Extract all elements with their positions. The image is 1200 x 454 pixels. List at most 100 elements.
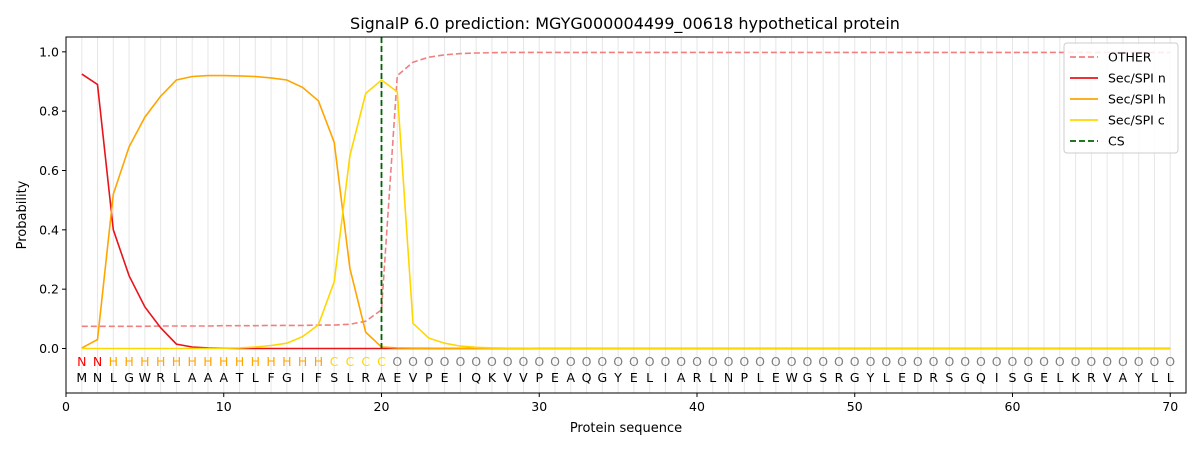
sequence-letter: P <box>425 370 433 385</box>
sequence-letter: I <box>459 370 463 385</box>
sequence-letter: L <box>883 370 890 385</box>
residue-label: C <box>346 354 355 369</box>
residue-label: O <box>802 354 812 369</box>
residue-label: O <box>960 354 970 369</box>
sequence-letter: I <box>664 370 668 385</box>
y-tick-label: 0.0 <box>39 341 59 356</box>
residue-label: O <box>1039 354 1049 369</box>
sequence-letter: G <box>850 370 860 385</box>
sequence-letter: E <box>551 370 559 385</box>
residue-label: O <box>1071 354 1081 369</box>
sequence-letter: L <box>646 370 653 385</box>
legend-entry: Sec/SPI c <box>1108 113 1165 128</box>
sequence-letter: Q <box>976 370 986 385</box>
sequence-letter: G <box>597 370 607 385</box>
residue-label: O <box>519 354 529 369</box>
sequence-letter: G <box>124 370 134 385</box>
x-axis-label: Protein sequence <box>570 421 682 436</box>
residue-label: O <box>661 354 671 369</box>
sequence-letter: Y <box>1134 370 1143 385</box>
axis-ticks: 0 10 20 30 40 50 60 70 0.0 0.2 0.4 0.6 0.8 1.0 <box>39 44 1178 414</box>
residue-label: H <box>282 354 291 369</box>
sequence-letter: N <box>93 370 102 385</box>
residue-label: O <box>881 354 891 369</box>
chart-title: SignalP 6.0 prediction: MGYG000004499_00… <box>350 14 900 34</box>
residue-label: O <box>755 354 765 369</box>
residue-label: H <box>187 354 196 369</box>
y-tick-label: 0.4 <box>39 222 59 237</box>
series-line-2 <box>81 74 1171 350</box>
sequence-letter: L <box>1167 370 1174 385</box>
sequence-letter: T <box>235 370 244 385</box>
sequence-letter: A <box>377 370 386 385</box>
residue-label: O <box>676 354 686 369</box>
sequence-letter: A <box>1119 370 1128 385</box>
residue-label: O <box>692 354 702 369</box>
sequence-letter: L <box>110 370 117 385</box>
residue-label: O <box>944 354 954 369</box>
residue-label: O <box>566 354 576 369</box>
sequence-letter: E <box>630 370 638 385</box>
residue-label: O <box>613 354 623 369</box>
sequence-letter: G <box>1023 370 1033 385</box>
residue-label: H <box>156 354 165 369</box>
residue-label: H <box>140 354 149 369</box>
plot-frame <box>65 36 1187 394</box>
sequence-letter: A <box>204 370 213 385</box>
sequence-letter: S <box>945 370 953 385</box>
residue-label: O <box>787 354 797 369</box>
residue-label: H <box>235 354 244 369</box>
sequence-letter: N <box>724 370 733 385</box>
sequence-letter: E <box>772 370 780 385</box>
sequence-letter: L <box>757 370 764 385</box>
y-tick-label: 0.8 <box>39 104 59 119</box>
sequence-letter: G <box>282 370 292 385</box>
x-tick-label: 40 <box>689 399 705 414</box>
sequence-letter: E <box>393 370 401 385</box>
legend-entry: Sec/SPI n <box>1108 71 1166 86</box>
sequence-letter: L <box>173 370 180 385</box>
residue-label: O <box>866 354 876 369</box>
grid-lines <box>81 37 1171 393</box>
residue-label: O <box>1134 354 1144 369</box>
residue-label: O <box>534 354 544 369</box>
legend-entry: Sec/SPI h <box>1108 92 1166 107</box>
sequence-letter: A <box>219 370 228 385</box>
sequence-letter: L <box>1056 370 1063 385</box>
residue-label: O <box>629 354 639 369</box>
residue-label: H <box>109 354 118 369</box>
residue-label: H <box>203 354 212 369</box>
sequence-letter: E <box>1040 370 1048 385</box>
y-tick-label: 0.2 <box>39 282 59 297</box>
residue-label: H <box>172 354 181 369</box>
sequence-letter: V <box>409 370 418 385</box>
x-tick-label: 70 <box>1162 399 1178 414</box>
residue-label: O <box>550 354 560 369</box>
sequence-letter: E <box>898 370 906 385</box>
sequence-letter: R <box>361 370 370 385</box>
sequence-letter: W <box>139 370 151 385</box>
residue-label: N <box>93 354 102 369</box>
residue-label: O <box>455 354 465 369</box>
residue-label: O <box>897 354 907 369</box>
residue-label: O <box>1118 354 1128 369</box>
residue-label: O <box>392 354 402 369</box>
residue-label: O <box>834 354 844 369</box>
residue-label: O <box>1055 354 1065 369</box>
residue-label: H <box>314 354 323 369</box>
y-tick-label: 0.6 <box>39 163 59 178</box>
residue-label: O <box>440 354 450 369</box>
x-tick-label: 20 <box>374 399 390 414</box>
residue-label: H <box>266 354 275 369</box>
sequence-letter: Y <box>866 370 875 385</box>
residue-label: O <box>408 354 418 369</box>
residue-label: O <box>850 354 860 369</box>
residue-labels: NMNNHLHGHWHRHLHAHAHAHTHLHFHGHIHFCSCLCRCA… <box>76 354 1175 385</box>
residue-label: N <box>77 354 86 369</box>
sequence-letter: Q <box>471 370 481 385</box>
sequence-letter: L <box>252 370 259 385</box>
residue-label: O <box>1008 354 1018 369</box>
sequence-letter: F <box>315 370 322 385</box>
residue-label: H <box>251 354 260 369</box>
